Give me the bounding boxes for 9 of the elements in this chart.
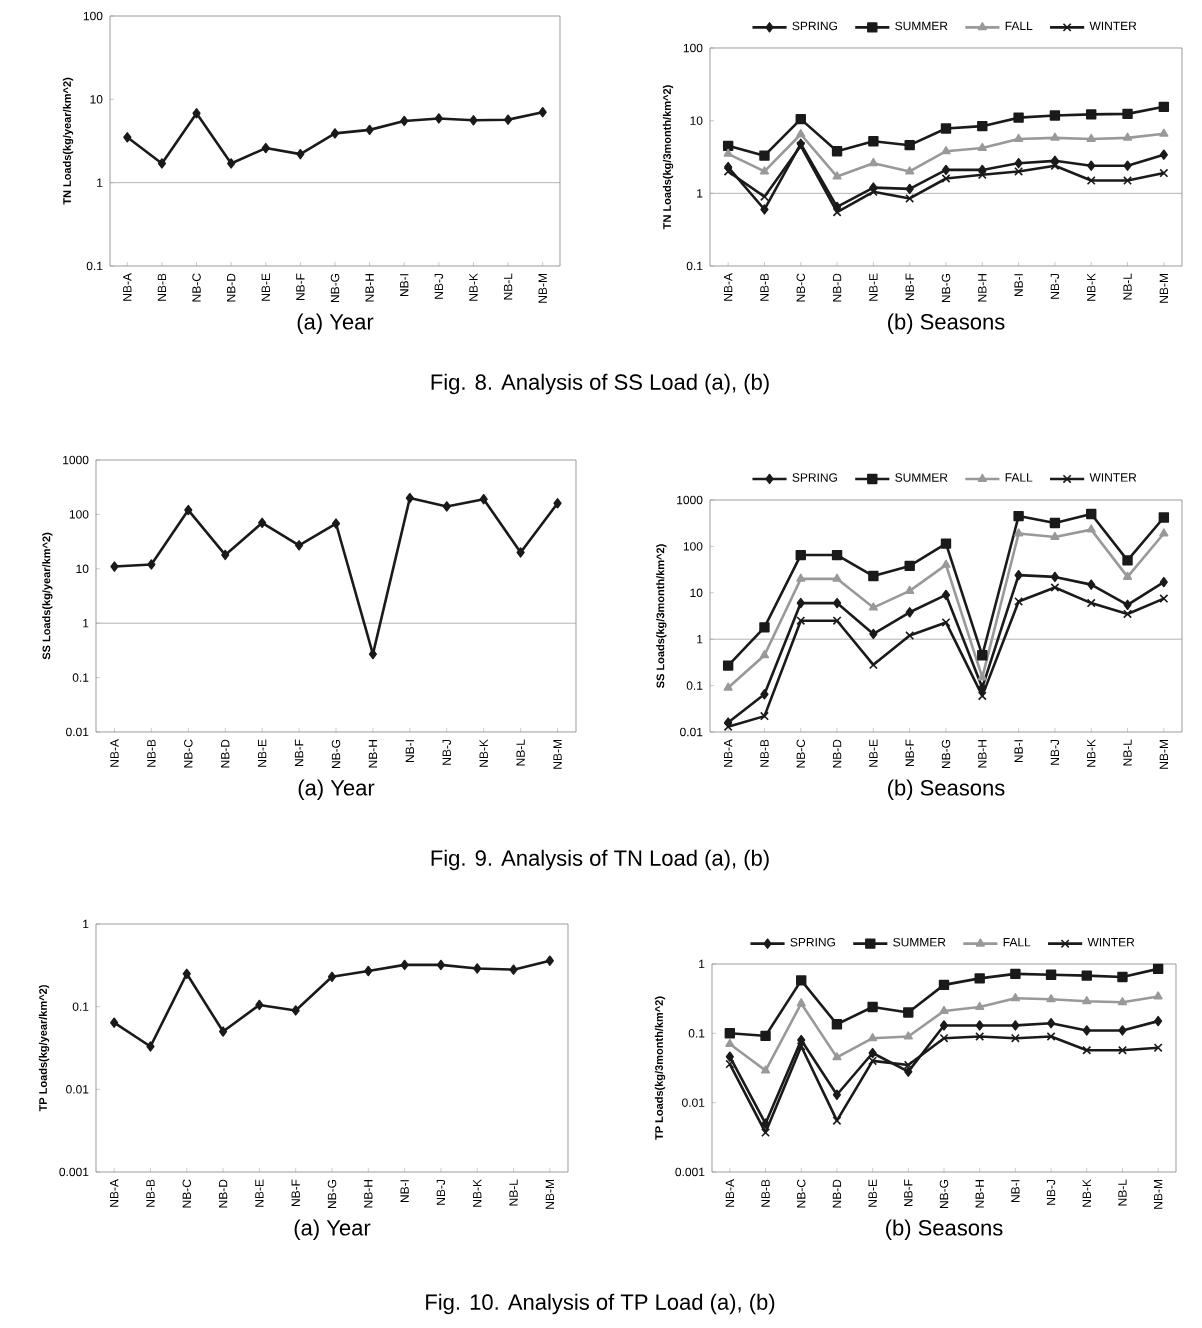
x-axis-title: (b) Seasons: [886, 1219, 1003, 1240]
x-axis-title: (a) Year: [298, 779, 375, 800]
caption: Fig. 10. Analysis of TP Load (a), (b): [426, 1293, 775, 1315]
caption: Fig. 9. Analysis of TN Load (a), (b): [431, 849, 769, 871]
x-axis-title: (b) Seasons: [888, 779, 1005, 800]
x-axis-title: (a) Year: [294, 1219, 371, 1240]
caption: Fig. 8. Analysis of SS Load (a), (b): [431, 373, 769, 395]
x-axis-title: (b) Seasons: [888, 313, 1005, 334]
x-axis-title: (a) Year: [297, 313, 374, 334]
